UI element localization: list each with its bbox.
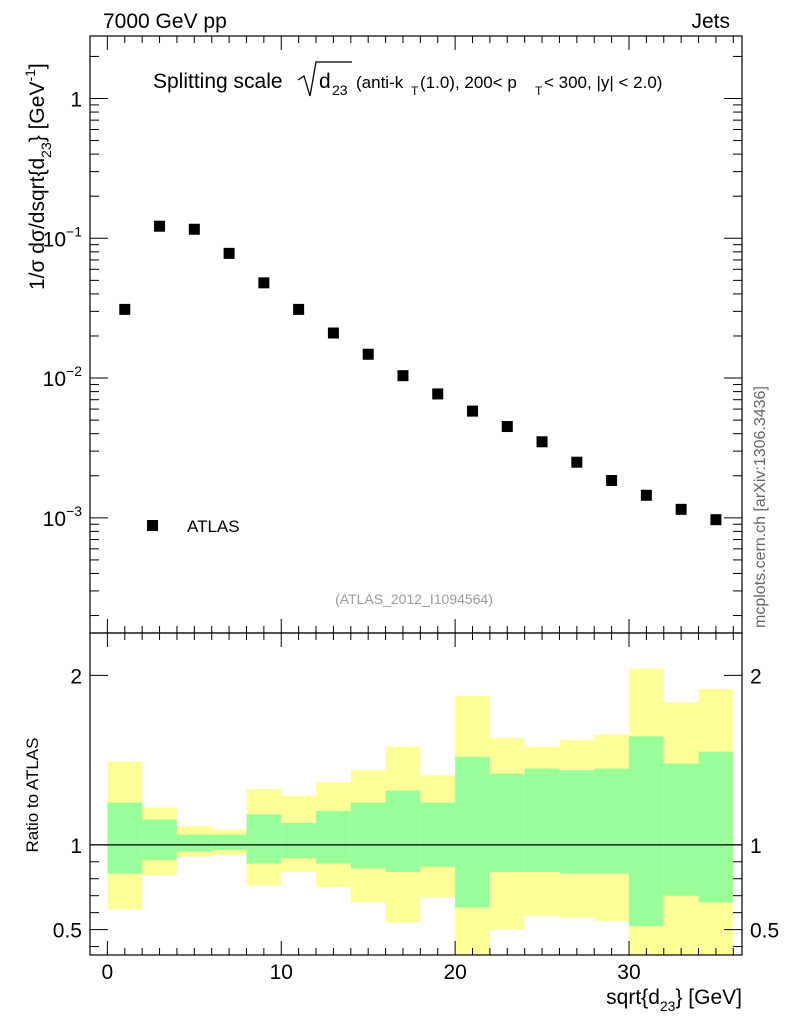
main-y-tick-labels: 110−110−210−3: [43, 89, 83, 531]
data-point: [571, 456, 583, 468]
sqrt-symbol: [297, 61, 352, 97]
data-point: [536, 436, 548, 448]
x-label-main: sqrt{d: [606, 986, 660, 1009]
data-point: [710, 514, 722, 526]
data-point: [223, 247, 235, 259]
ratio-x-ticks: 0 10 20 30: [102, 633, 734, 984]
data-point: [501, 421, 513, 433]
main-x-ticks: [106, 36, 734, 633]
tick-base: 10: [43, 508, 66, 531]
data-point: [327, 327, 339, 339]
ratio-x-tick-label: 30: [617, 961, 640, 984]
y-label-sub: 23: [38, 142, 54, 158]
inner-uncertainty-band: [211, 834, 247, 850]
chart-title-symbol: d: [319, 70, 331, 93]
process-label: Jets: [691, 10, 730, 33]
main-plot: 110−110−210−3 Splitting scale d 23 (anti…: [22, 35, 743, 634]
ratio-y-tick-label-right: 0.5: [750, 920, 779, 943]
ratio-x-tick-label: 10: [270, 961, 293, 984]
ratio-y-ticks: 0.5 0.5 1 1 2 2: [53, 665, 779, 948]
side-credit-label: mcplots.cern.ch [arXiv:1306.3436]: [752, 386, 769, 628]
data-point: [362, 348, 374, 360]
main-plot-frame: [89, 35, 743, 634]
inner-uncertainty-band: [489, 773, 525, 872]
tick-exponent: −1: [66, 223, 82, 239]
chart-title-cut2: (1.0), 200< p: [420, 73, 517, 92]
ratio-x-tick-label: 0: [102, 961, 114, 984]
tick-base: 10: [43, 228, 66, 251]
data-point: [640, 489, 652, 501]
inner-uncertainty-band: [281, 822, 317, 859]
tick-base: 10: [43, 368, 66, 391]
chart-title-main: Splitting scale: [153, 70, 283, 93]
data-point: [293, 303, 305, 315]
tick-exponent: −3: [66, 503, 82, 519]
chart-title-cut3: < 300, |y| < 2.0): [544, 73, 662, 92]
svg-text:1/σ dσ/dsqrt{d23} [GeV-1]: 1/σ dσ/dsqrt{d23} [GeV-1]: [22, 63, 54, 290]
data-point: [397, 370, 409, 382]
ratio-y-tick-label-left: 1: [70, 835, 82, 858]
data-point: [258, 277, 270, 289]
y-label-close: ]: [26, 63, 49, 69]
inner-uncertainty-band: [663, 763, 699, 896]
inner-uncertainty-band: [350, 802, 386, 869]
data-point: [675, 503, 687, 515]
chart-title-cut1: (anti-k: [356, 73, 404, 92]
analysis-watermark: (ATLAS_2012_I1094564): [335, 591, 493, 607]
legend-marker: [147, 520, 158, 531]
inner-uncertainty-band: [559, 770, 595, 874]
ratio-x-tick-label: 20: [443, 961, 466, 984]
data-point: [188, 223, 200, 235]
inner-uncertainty-band: [698, 751, 734, 903]
legend-label: ATLAS: [187, 517, 240, 536]
ratio-y-tick-label-right: 2: [750, 665, 762, 688]
inner-uncertainty-band: [594, 768, 629, 874]
ratio-plot-frame: [89, 632, 743, 956]
inner-uncertainty-band: [176, 834, 212, 852]
ratio-y-tick-label-left: 0.5: [53, 920, 82, 943]
ratio-plot: 0.5 0.5 1 1 2 2 0 10 20 30 Ratio to ATLAS sqrt{d…: [23, 632, 779, 1014]
inner-uncertainty-band: [142, 819, 177, 861]
data-points: [119, 220, 722, 526]
ratio-y-axis-label: Ratio to ATLAS: [23, 738, 42, 853]
chart-title-cut1-sub: T: [411, 84, 419, 98]
main-y-axis-label: 1/σ dσ/dsqrt{d23} [GeV-1]: [22, 63, 54, 290]
main-y-tick-label: 10−1: [43, 223, 83, 251]
ratio-y-tick-label-right: 1: [750, 835, 762, 858]
main-y-tick-label: 10−2: [43, 363, 83, 391]
inner-uncertainty-band: [107, 802, 143, 874]
x-axis-label: sqrt{d23} [GeV]: [606, 986, 742, 1014]
chart-title-cut2-sub: T: [535, 84, 543, 98]
inner-uncertainty-band: [524, 768, 560, 872]
y-label-end: } [GeV: [26, 82, 49, 143]
data-point: [606, 474, 618, 486]
main-y-ticks: [90, 55, 742, 617]
x-label-end: } [GeV]: [675, 986, 742, 1009]
y-label-main: 1/σ dσ/dsqrt{d: [26, 158, 49, 290]
inner-uncertainty-band: [420, 802, 456, 867]
tick-exponent: −2: [66, 363, 82, 379]
inner-uncertainty-band: [628, 736, 664, 927]
chart-title-symbol-sub: 23: [332, 82, 348, 98]
inner-uncertainty-band: [246, 814, 282, 864]
y-label-sup: -1: [22, 69, 38, 82]
inner-uncertainty-band: [455, 756, 490, 908]
data-point: [119, 303, 131, 315]
inner-uncertainty-band: [385, 790, 421, 872]
x-label-sub: 23: [660, 998, 676, 1014]
energy-label: 7000 GeV pp: [103, 10, 227, 33]
ratio-bands: [107, 668, 734, 955]
data-point: [432, 388, 444, 400]
data-point: [154, 220, 166, 232]
inner-uncertainty-band: [316, 810, 351, 864]
data-point: [467, 405, 479, 417]
main-y-tick-label: 10−3: [43, 503, 83, 531]
main-y-tick-label: 1: [70, 89, 82, 112]
ratio-y-tick-label-left: 2: [70, 665, 82, 688]
